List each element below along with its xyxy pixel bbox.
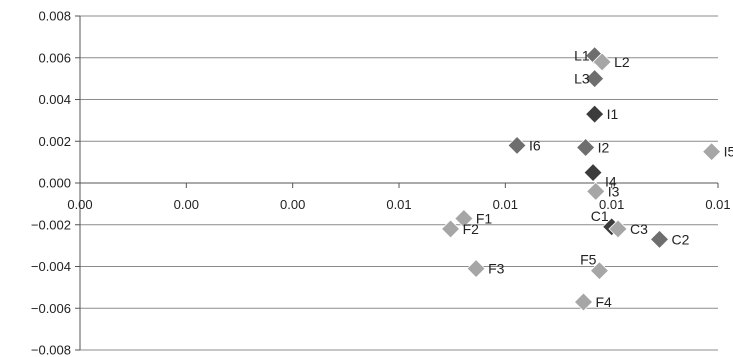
point-label-l1: L1 (574, 48, 590, 64)
point-f5 (589, 261, 610, 281)
point-label-i6: I6 (529, 137, 541, 153)
point-label-f3: F3 (488, 261, 505, 277)
point-label-l2: L2 (614, 54, 630, 70)
point-label-l3: L3 (574, 71, 590, 87)
y-tick-label: 0.002 (38, 134, 71, 149)
x-tick-label: 0.01 (386, 197, 411, 212)
point-c3 (608, 219, 628, 239)
point-f1 (454, 208, 474, 229)
point-label-f4: F4 (595, 294, 612, 310)
point-label-i4: I4 (605, 174, 617, 190)
x-tick-label: 0.01 (599, 197, 624, 212)
point-i4 (583, 162, 603, 183)
x-tick-label: 0.00 (280, 197, 305, 212)
point-i6 (507, 135, 527, 155)
point-i1 (585, 104, 605, 124)
x-tick-label: 0.01 (705, 197, 730, 212)
y-tick-label: 0.008 (38, 9, 71, 24)
point-f2 (441, 219, 461, 239)
point-label-f2: F2 (463, 221, 480, 237)
point-label-i5: I5 (724, 144, 733, 160)
point-l2 (592, 52, 612, 72)
point-label-i1: I1 (607, 106, 619, 122)
y-tick-label: 0.004 (38, 92, 71, 107)
point-i3 (586, 181, 606, 201)
x-tick-label: 0.01 (493, 197, 518, 212)
y-tick-label: −0.004 (31, 259, 71, 274)
point-label-c2: C2 (672, 231, 690, 247)
y-tick-label: 0.000 (38, 176, 71, 191)
y-tick-label: −0.008 (31, 343, 71, 357)
point-label-c1: C1 (591, 208, 609, 224)
point-label-c3: C3 (630, 221, 648, 237)
point-i2 (576, 137, 596, 158)
point-l3 (585, 69, 605, 89)
x-tick-label: 0.00 (174, 197, 199, 212)
point-i5 (702, 142, 722, 162)
y-tick-label: 0.006 (38, 50, 71, 65)
point-f3 (466, 259, 486, 279)
point-label-i3: I3 (608, 183, 620, 199)
point-label-f5: F5 (580, 252, 597, 268)
point-f4 (573, 292, 594, 312)
point-c2 (649, 229, 670, 249)
x-tick-label: 0.00 (67, 197, 92, 212)
y-tick-label: −0.002 (31, 217, 71, 232)
y-tick-label: −0.006 (31, 301, 71, 316)
point-label-f1: F1 (476, 210, 493, 226)
point-label-i2: I2 (598, 140, 610, 156)
